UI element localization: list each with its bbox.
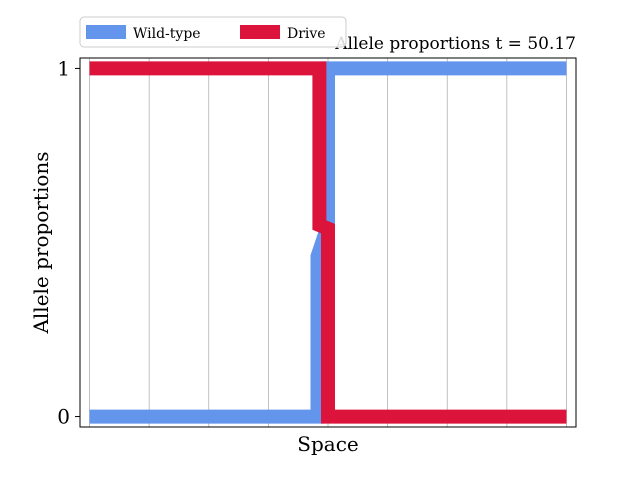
legend-swatch-wild-type (86, 25, 126, 39)
y-axis: 01 (57, 56, 80, 429)
y-tick-label-1: 1 (57, 56, 70, 80)
y-tick-label-0: 0 (57, 405, 70, 429)
y-axis-label: Allele proportions (29, 151, 53, 334)
grid (89, 58, 567, 427)
chart-title: Allele proportions t = 50.17 (334, 34, 576, 54)
legend-label-wild-type: Wild-type (133, 26, 201, 42)
series-lines (89, 61, 567, 424)
x-axis-label: Space (297, 432, 358, 456)
legend-swatch-drive (240, 25, 280, 39)
legend-label-drive: Drive (287, 26, 326, 42)
legend-box (79, 16, 347, 48)
series-line-drive (89, 61, 567, 424)
legend: Wild-type Drive (79, 16, 347, 48)
plot-frame (79, 57, 577, 428)
